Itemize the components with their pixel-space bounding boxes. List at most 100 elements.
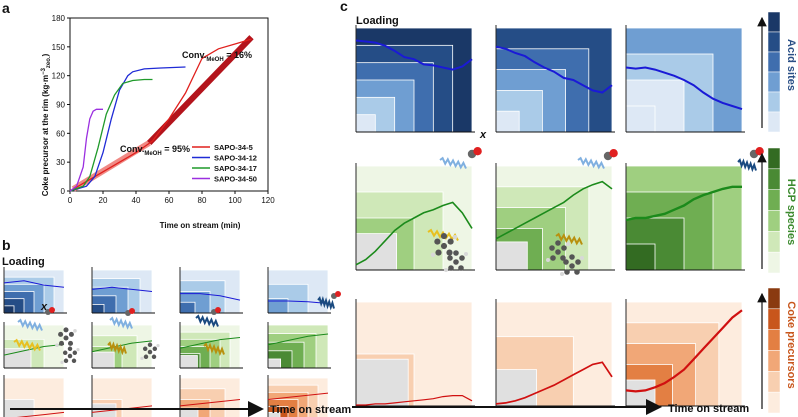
conversion-annotation: Conv.MeOH = 95% (120, 144, 190, 157)
oxygen-atom (335, 291, 341, 297)
panel-b-acid-tile-3 (267, 267, 331, 314)
concentration-profile-curve (495, 361, 613, 405)
methanol-molecule-icon (125, 308, 135, 316)
grey-core (355, 358, 409, 407)
panel-b-acid-tile-2 (179, 267, 243, 314)
scale-segment (767, 51, 781, 73)
series-line-SAPO-34-12 (69, 66, 186, 192)
panel-c-hcp-tile-2 (625, 163, 745, 271)
carbon-atom (563, 259, 569, 265)
scale-segment (767, 391, 781, 414)
carbon-atom (151, 354, 157, 360)
carbon-atom (63, 358, 69, 364)
methanol-molecule-icon (331, 291, 341, 299)
x-tick-label: 40 (132, 196, 141, 205)
carbon-atom (440, 233, 448, 240)
hydrogen-atom (546, 258, 550, 262)
concentric-layer (3, 305, 15, 314)
carbon-atom (147, 342, 153, 348)
panel-c-acid-tile-1 (495, 25, 615, 133)
carbon-atom (63, 335, 69, 341)
hydrocarbon-molecule-icon (60, 346, 80, 364)
hydrogen-atom (566, 242, 570, 246)
scale-segment (767, 71, 781, 93)
panel-b-wave-gold-2 (203, 342, 225, 356)
concentric-layer (91, 303, 105, 314)
panel-b-coke-tile-2 (179, 375, 241, 417)
hydrocarbon-molecule-icon (430, 233, 458, 257)
hydrogen-atom (140, 356, 144, 360)
x-tick-label: 0 (68, 196, 73, 205)
panel-b-label: b (2, 237, 11, 253)
coke-precursors-scale (757, 287, 781, 414)
panel-b-coke-tile-0 (3, 375, 65, 417)
panel-b-wave-navy-2 (317, 296, 335, 311)
acid-sites-label: Acid sites (785, 39, 797, 91)
carbon-atom (72, 350, 78, 356)
hydrogen-atom (464, 252, 468, 256)
carbon-atom (440, 242, 448, 250)
concentration-profile-curve (355, 39, 473, 71)
carbon-atom (143, 354, 149, 360)
carbon-atom (575, 259, 581, 265)
x-tick-label: 100 (228, 196, 242, 205)
legend-label-SAPO-34-12: SAPO-34-12 (214, 154, 257, 163)
panel-b-coke-tile-1 (91, 375, 153, 417)
concentration-profile-curve (495, 45, 613, 94)
panel-b-hcp-tile-1 (91, 322, 155, 369)
concentric-layer (355, 114, 376, 133)
coke-precursors-label: Coke precursors (785, 301, 797, 388)
annotation-value: = 95% (162, 144, 190, 154)
carbon-atom (152, 346, 158, 352)
carbon-atom (458, 265, 464, 271)
concentration-profile-curve (3, 280, 65, 288)
concentration-profile-curve (356, 395, 473, 406)
y-tick-label: 60 (56, 129, 65, 138)
hydrogen-atom (156, 344, 160, 348)
panel-c-coke-tile-0 (355, 299, 475, 407)
panel-b-hcp-tile-2 (179, 322, 243, 369)
scale-segment (767, 210, 781, 232)
carbon-atom (147, 349, 153, 355)
concentration-profile-curve (268, 300, 329, 304)
carbon-atom (560, 255, 566, 261)
y-tick-label: 180 (52, 14, 66, 23)
panel-c-wave-lightblue (439, 156, 467, 170)
hydrogen-atom (60, 360, 64, 364)
concentration-profile-curve (91, 340, 153, 353)
panel-b-wave-navy (195, 314, 219, 328)
carbon-atom (58, 331, 64, 337)
carbon-atom (67, 346, 73, 352)
grey-core (3, 348, 32, 369)
panel-b-loading: Loading (2, 256, 45, 268)
scale-segment (767, 189, 781, 211)
panel-a-label: a (2, 0, 10, 16)
panel-c-wave-navy (737, 158, 757, 173)
carbon-atom (561, 245, 567, 251)
oxygen-atom (129, 308, 135, 314)
concentration-profile-curve (267, 392, 329, 400)
color-scales (757, 11, 781, 414)
scale-segment (767, 287, 781, 310)
grey-core (179, 355, 198, 369)
scale-segment (767, 231, 781, 253)
panel-b-hcp-tile-3 (267, 322, 331, 369)
carbon-atom (447, 238, 454, 245)
annotation-prefix: Conv. (182, 50, 206, 60)
hydrocarbon-molecule-icon (444, 250, 468, 272)
grey-core (625, 379, 656, 407)
panel-c-time-label: Time on stream (668, 403, 749, 415)
panel-b-time-label: Time on stream (270, 404, 351, 416)
oxygen-atom (49, 307, 55, 313)
panel-c-coke-tile-2 (625, 299, 745, 407)
carbon-atom (550, 255, 556, 261)
carbon-atom (564, 269, 570, 275)
grey-core (495, 241, 528, 271)
concentration-profile-curve (91, 286, 153, 292)
annotation-subscript: MeOH (206, 57, 223, 63)
panel-c-coke-tile-1 (495, 299, 615, 407)
annotation-subscript: MeOH (144, 151, 161, 157)
concentration-profile-curve (179, 337, 241, 349)
carbon-atom (555, 249, 561, 255)
